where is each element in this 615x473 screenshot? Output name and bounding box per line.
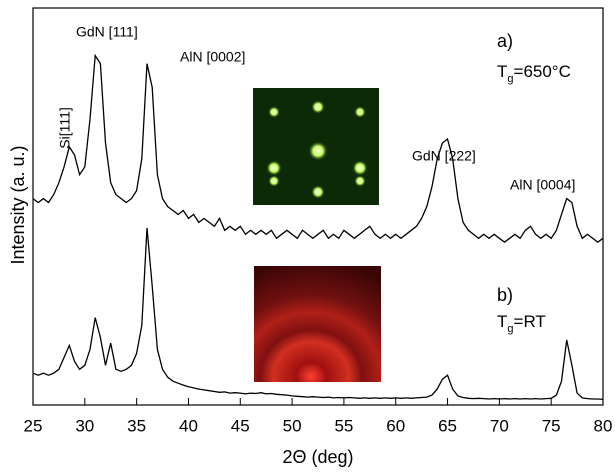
annotation: b) xyxy=(497,285,513,305)
x-tick-label: 35 xyxy=(127,416,146,435)
annotation: Si[111] xyxy=(57,107,73,149)
x-tick-label: 25 xyxy=(24,416,43,435)
x-tick-label: 75 xyxy=(542,416,561,435)
annotation: a) xyxy=(497,31,513,51)
temperature-subscript: g xyxy=(507,323,513,335)
annotation: AlN [0004] xyxy=(510,177,575,193)
x-tick-label: 50 xyxy=(283,416,302,435)
temperature-value: =650°C xyxy=(514,62,571,81)
plot-frame xyxy=(32,7,604,406)
temperature-symbol: T xyxy=(497,312,507,331)
inset-rheed-b xyxy=(254,266,381,382)
temperature-value: =RT xyxy=(514,312,546,331)
x-tick-label: 70 xyxy=(490,416,509,435)
x-tick-label: 40 xyxy=(179,416,198,435)
annotation: GdN [222] xyxy=(412,148,476,164)
x-tick-label: 65 xyxy=(438,416,457,435)
x-tick-label: 80 xyxy=(594,416,613,435)
x-axis-label: 2Θ (deg) xyxy=(282,447,353,467)
y-axis-label: Intensity (a. u.) xyxy=(8,145,28,264)
annotation: AlN [0002] xyxy=(180,49,245,65)
line-series xyxy=(32,53,604,244)
line-series xyxy=(32,227,604,401)
annotation: GdN [111] xyxy=(76,24,138,40)
inset-rheed-a xyxy=(253,88,379,205)
temperature-subscript: g xyxy=(507,73,513,85)
x-tick-label: 30 xyxy=(75,416,94,435)
temperature-label: Tg=RT xyxy=(497,312,546,334)
x-tick-label: 55 xyxy=(334,416,353,435)
temperature-label: Tg=650°C xyxy=(497,62,571,84)
x-tick-label: 60 xyxy=(386,416,405,435)
x-tick-label: 45 xyxy=(231,416,250,435)
temperature-symbol: T xyxy=(497,62,507,81)
